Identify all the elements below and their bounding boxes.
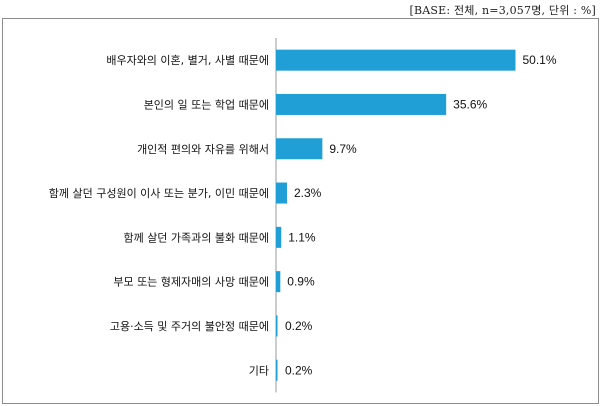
value-label: 9.7%	[329, 142, 357, 156]
category-label: 함께 살던 구성원이 이사 또는 분가, 이민 때문에	[49, 187, 269, 200]
category-label: 개인적 편의와 자유를 위해서	[137, 142, 269, 156]
value-label: 0.2%	[285, 363, 313, 377]
category-label: 부모 또는 형제자매의 사망 때문에	[113, 276, 269, 289]
category-label: 함께 살던 가족과의 불화 때문에	[123, 231, 269, 244]
bar	[276, 359, 278, 381]
category-label: 본인의 일 또는 학업 때문에	[144, 97, 269, 111]
value-label: 50.1%	[522, 53, 556, 67]
base-note: [BASE: 전체, n=3,057명, 단위 : %]	[409, 4, 596, 17]
value-label: 2.3%	[294, 186, 322, 200]
category-label: 고용·소득 및 주거의 불안정 때문에	[110, 320, 269, 333]
value-label: 35.6%	[453, 97, 487, 111]
bar	[276, 182, 287, 204]
bar	[276, 138, 323, 160]
bar	[276, 226, 282, 248]
bar	[276, 93, 447, 115]
value-label: 0.2%	[285, 319, 313, 333]
chart-frame	[2, 18, 599, 404]
value-label: 1.1%	[288, 230, 316, 244]
category-label: 기타	[249, 364, 269, 377]
value-label: 0.9%	[287, 275, 315, 289]
bar	[276, 49, 516, 71]
bar	[276, 271, 281, 293]
bar	[276, 315, 278, 337]
category-label: 배우자와의 이혼, 별거, 사별 때문에	[106, 54, 269, 67]
